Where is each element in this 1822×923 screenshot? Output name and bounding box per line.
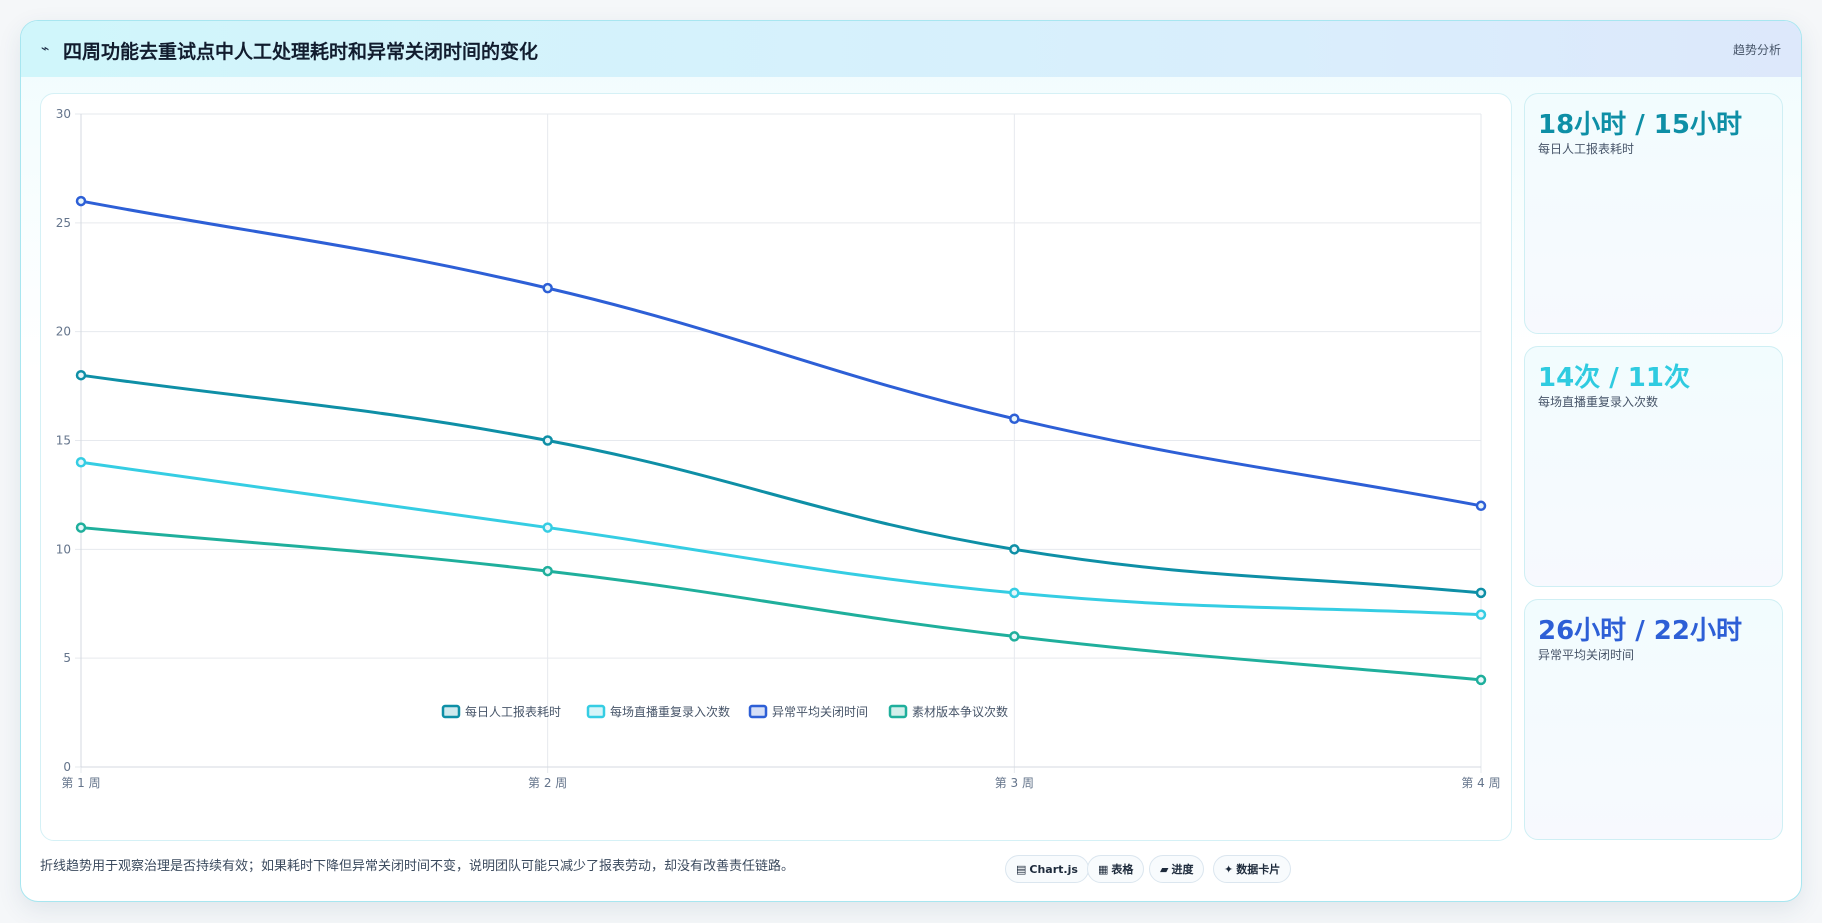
stat-value: 18小时 / 15小时 — [1538, 110, 1742, 140]
chart-icon: ▤ — [1016, 862, 1027, 876]
data-point — [542, 282, 553, 294]
y-tick-label: 15 — [56, 434, 71, 448]
stat-value: 14次 / 11次 — [1538, 363, 1690, 393]
pill-label: 数据卡片 — [1236, 863, 1281, 876]
legend-swatch — [586, 704, 606, 719]
pill-progress[interactable]: ▰ 进度 — [1149, 855, 1205, 883]
x-tick-label: 第 3 周 — [995, 776, 1034, 790]
y-tick-label: 30 — [56, 107, 71, 121]
data-point — [75, 195, 87, 207]
stat-card-duplicate-entry: 14次 / 11次 每场直播重复录入次数 — [1524, 346, 1783, 587]
data-point — [1009, 587, 1020, 599]
y-tick-label: 10 — [56, 542, 71, 556]
data-point — [1009, 631, 1020, 642]
x-tick-label: 第 1 周 — [61, 776, 100, 790]
data-point — [542, 565, 553, 577]
pill-chartjs[interactable]: ▤ Chart.js — [1005, 855, 1089, 883]
series-line — [80, 199, 1482, 508]
data-point — [1475, 500, 1487, 512]
legend-swatch — [441, 704, 461, 719]
x-tick-label: 第 4 周 — [1461, 776, 1500, 790]
progress-icon: ▰ — [1160, 862, 1169, 876]
data-point — [542, 522, 553, 533]
series-line — [80, 460, 1482, 617]
data-point — [1475, 674, 1487, 686]
data-point — [1475, 609, 1487, 620]
pill-label: Chart.js — [1029, 862, 1078, 876]
pill-data-cards[interactable]: ✦ 数据卡片 — [1213, 855, 1292, 883]
legend-label: 每日人工报表耗时 — [465, 704, 561, 719]
trend-icon: ⌁ — [41, 41, 50, 57]
dashboard-panel: ⌁ 四周功能去重试点中人工处理耗时和异常关闭时间的变化 趋势分析 0 5 10 15 2… — [20, 20, 1802, 902]
stat-card-report-time: 18小时 / 15小时 每日人工报表耗时 — [1524, 93, 1783, 334]
data-point — [75, 457, 87, 468]
line-chart: 0 5 10 15 20 25 30 第 1 周 第 2 周 第 3 周 第 4 周 每日人工报表耗时… — [56, 107, 1501, 790]
data-point — [75, 369, 87, 381]
sparkle-icon: ✦ — [1224, 862, 1234, 876]
y-tick-label: 0 — [63, 760, 71, 774]
stat-label: 每日人工报表耗时 — [1538, 142, 1635, 156]
trend-analysis-tag: 趋势分析 — [1732, 43, 1781, 57]
legend-label: 素材版本争议次数 — [912, 704, 1008, 719]
y-tick-label: 25 — [56, 216, 71, 230]
legend-label: 每场直播重复录入次数 — [610, 704, 730, 719]
y-tick-label: 5 — [63, 651, 71, 665]
stat-label: 每场直播重复录入次数 — [1538, 395, 1659, 409]
pill-label: 进度 — [1171, 863, 1194, 876]
data-point — [1009, 544, 1020, 555]
data-point — [1009, 413, 1020, 424]
line-chart-card: 0 5 10 15 20 25 30 第 1 周 第 2 周 第 3 周 第 4 周 每日人工报表耗时… — [40, 93, 1512, 841]
pill-label: 表格 — [1111, 863, 1134, 876]
stat-value: 26小时 / 22小时 — [1538, 616, 1742, 646]
data-point — [75, 522, 87, 533]
pill-table[interactable]: ▦ 表格 — [1087, 855, 1145, 883]
legend-label: 异常平均关闭时间 — [772, 705, 868, 719]
footnote: 折线趋势用于观察治理是否持续有效；如果耗时下降但异常关闭时间不变，说明团队可能只… — [40, 859, 795, 874]
panel-header: ⌁ 四周功能去重试点中人工处理耗时和异常关闭时间的变化 趋势分析 — [21, 21, 1801, 77]
series-line — [80, 373, 1482, 595]
series-line — [80, 526, 1482, 682]
y-tick-label: 20 — [56, 325, 71, 339]
page-title: 四周功能去重试点中人工处理耗时和异常关闭时间的变化 — [63, 41, 539, 63]
x-tick-label: 第 2 周 — [528, 776, 567, 790]
legend-swatch — [888, 704, 908, 719]
data-point — [542, 435, 553, 446]
data-point — [1475, 587, 1487, 599]
stat-card-close-time: 26小时 / 22小时 异常平均关闭时间 — [1524, 599, 1783, 840]
stat-label: 异常平均关闭时间 — [1538, 648, 1635, 662]
legend-swatch — [748, 704, 768, 719]
table-icon: ▦ — [1098, 862, 1109, 876]
